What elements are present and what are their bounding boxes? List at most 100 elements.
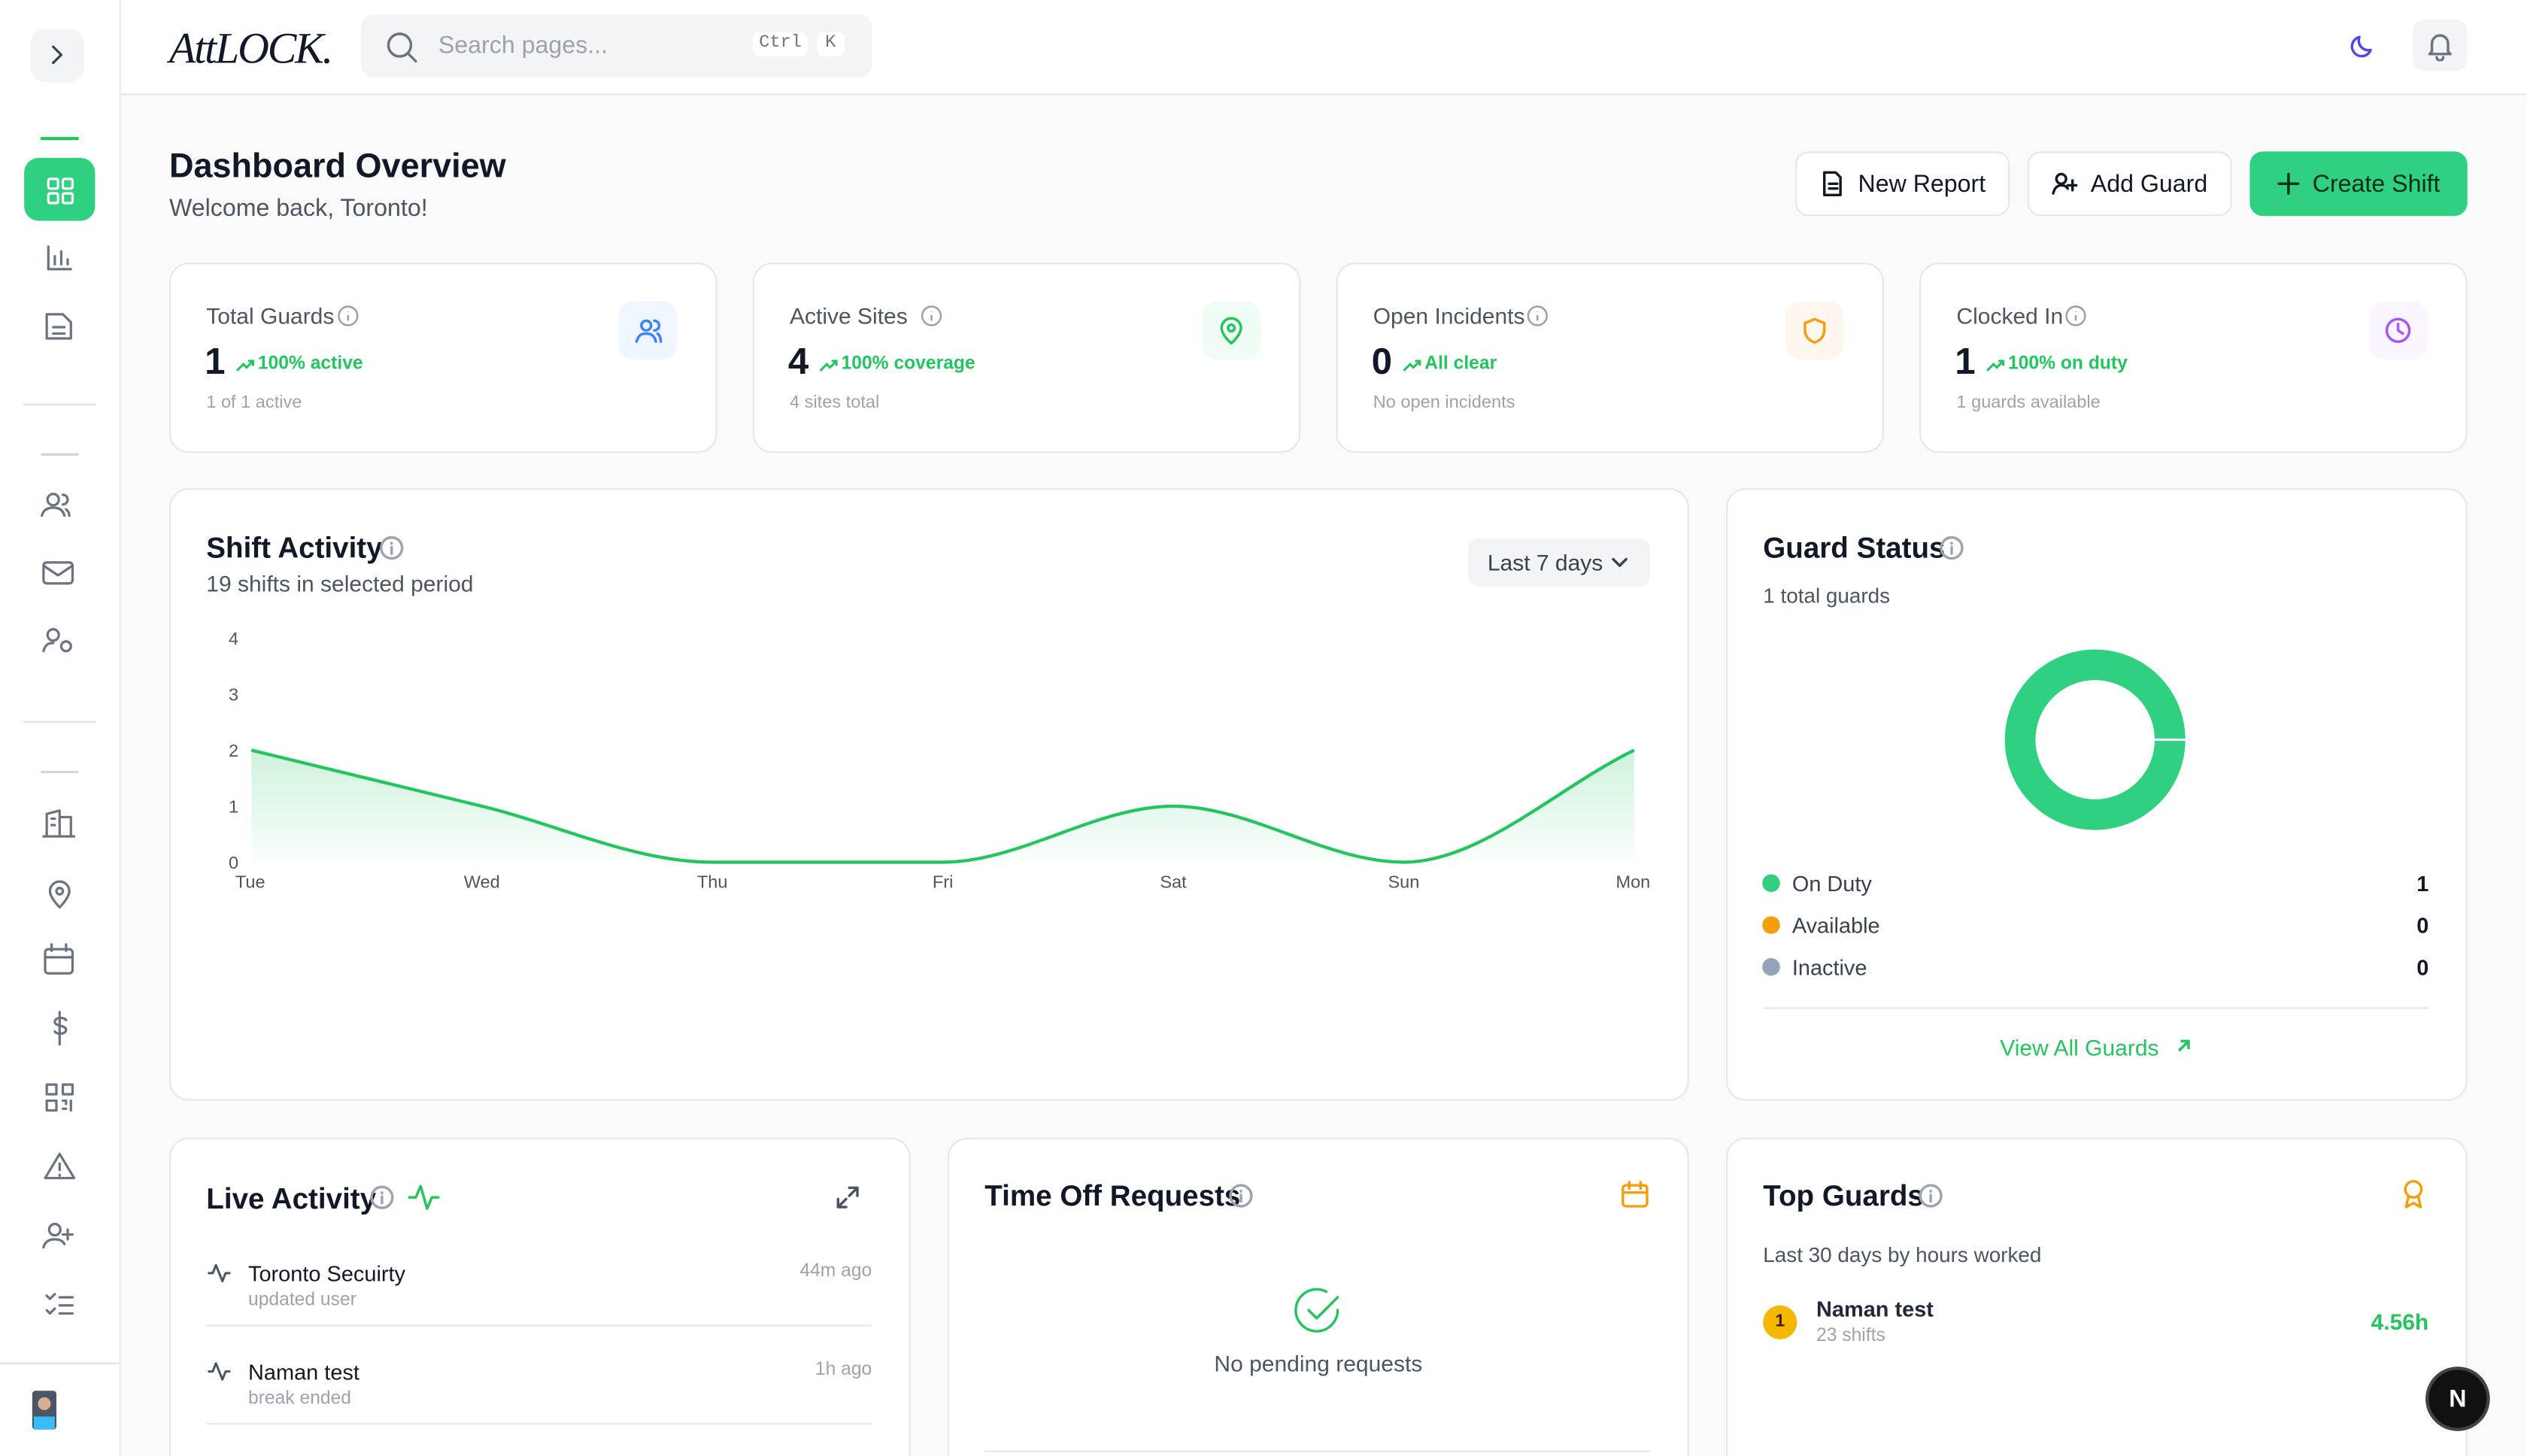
nav-locations[interactable] bbox=[48, 880, 71, 909]
notifications-button[interactable] bbox=[2412, 19, 2468, 71]
legend-value: 0 bbox=[2416, 956, 2428, 980]
guard-status-card bbox=[1726, 488, 2468, 1101]
y-tick-label: 4 bbox=[229, 629, 238, 648]
view-all-guards-link[interactable]: View All Guards bbox=[2000, 1036, 2194, 1059]
card-title: Live Activity bbox=[206, 1182, 377, 1215]
brand-logo[interactable]: AttLOCK. bbox=[169, 24, 333, 73]
sidebar bbox=[0, 0, 121, 1456]
user-avatar[interactable] bbox=[32, 1391, 56, 1430]
legend-label: On Duty bbox=[1792, 872, 1873, 896]
stat-label: Total Guards bbox=[206, 302, 335, 329]
sidebar-icons bbox=[0, 29, 120, 1430]
nav-dashboard[interactable] bbox=[24, 158, 96, 221]
new-report-button[interactable]: New Report bbox=[1795, 151, 2010, 217]
expand-button[interactable] bbox=[30, 29, 84, 83]
trend-icon bbox=[819, 359, 838, 372]
divider bbox=[1763, 1007, 2429, 1009]
activity-action: updated user bbox=[248, 1291, 356, 1311]
activity-name: Naman test bbox=[248, 1360, 359, 1385]
legend-dot bbox=[1762, 916, 1780, 934]
bell-icon bbox=[2428, 34, 2452, 62]
stat-trend: 100% on duty bbox=[1986, 354, 2128, 375]
info-icon[interactable] bbox=[369, 1185, 395, 1210]
page-subtitle: Welcome back, Toronto! bbox=[169, 195, 428, 223]
x-tick-label: Wed bbox=[464, 872, 500, 892]
dev-badge[interactable]: N bbox=[2428, 1370, 2487, 1428]
activity-name: Toronto Secuirty bbox=[248, 1261, 406, 1286]
time-off-card bbox=[948, 1137, 1689, 1456]
x-tick-label: Thu bbox=[697, 872, 728, 892]
legend-value: 0 bbox=[2416, 915, 2428, 939]
theme-toggle[interactable] bbox=[2346, 31, 2379, 63]
divider bbox=[206, 1324, 872, 1327]
activity-icon bbox=[206, 1260, 232, 1293]
card-title: Time Off Requests bbox=[984, 1179, 1241, 1212]
expand-icon[interactable] bbox=[835, 1185, 860, 1210]
stat-label: Open Incidents bbox=[1373, 302, 1525, 329]
line bbox=[250, 748, 1635, 864]
nav-sites[interactable] bbox=[42, 809, 76, 838]
trend-icon bbox=[1403, 359, 1421, 372]
create-shift-button[interactable]: Create Shift bbox=[2249, 151, 2468, 217]
trend-text: 100% active bbox=[257, 354, 363, 375]
info-icon[interactable] bbox=[1228, 1183, 1254, 1209]
info-icon[interactable] bbox=[337, 305, 359, 334]
legend-dot bbox=[1762, 957, 1780, 976]
divider bbox=[984, 1450, 1651, 1452]
pulse-icon bbox=[408, 1185, 440, 1210]
nav-messages[interactable] bbox=[42, 561, 74, 585]
x-tick-label: Sun bbox=[1388, 872, 1419, 892]
nav-invite[interactable] bbox=[42, 1222, 74, 1249]
stat-icon bbox=[1202, 301, 1260, 359]
nav-qr[interactable] bbox=[45, 1083, 74, 1112]
stat-trend: 100% coverage bbox=[819, 355, 975, 375]
trend-text: 100% on duty bbox=[2008, 354, 2128, 375]
x-tick-label: Sat bbox=[1160, 872, 1187, 892]
divider bbox=[206, 1423, 872, 1425]
trend-text: All clear bbox=[1424, 354, 1497, 375]
y-tick-label: 1 bbox=[229, 797, 238, 817]
stat-value: 0 bbox=[1371, 340, 1392, 382]
nav-guards[interactable] bbox=[41, 493, 71, 517]
stat-note: No open incidents bbox=[1373, 393, 1515, 413]
search-placeholder: Search pages... bbox=[438, 32, 608, 60]
info-icon[interactable] bbox=[1918, 1183, 1943, 1209]
range-label: Last 7 days bbox=[1487, 549, 1603, 575]
x-tick-label: Mon bbox=[1615, 872, 1650, 892]
nav-analytics[interactable] bbox=[47, 245, 72, 271]
card-subtitle: 1 total guards bbox=[1763, 583, 1891, 608]
nav-payroll[interactable] bbox=[53, 1011, 68, 1046]
nav-incidents[interactable] bbox=[44, 1152, 76, 1180]
stat-card bbox=[1336, 262, 1884, 453]
card-title: Guard Status bbox=[1763, 532, 1946, 564]
info-icon[interactable] bbox=[921, 305, 943, 334]
shortcut-key: K bbox=[817, 32, 845, 56]
nav-users[interactable] bbox=[42, 628, 72, 653]
stat-icon bbox=[618, 301, 677, 359]
activity-action: break ended bbox=[248, 1389, 352, 1409]
stat-card bbox=[169, 262, 717, 453]
nav-schedule[interactable] bbox=[44, 943, 74, 975]
x-tick-label: Tue bbox=[235, 872, 265, 892]
add-guard-button[interactable]: Add Guard bbox=[2027, 151, 2232, 217]
info-icon[interactable] bbox=[2064, 305, 2087, 334]
stat-trend: 100% active bbox=[235, 354, 363, 375]
stat-note: 1 of 1 active bbox=[206, 393, 302, 413]
stat-note: 4 sites total bbox=[790, 393, 880, 413]
calendar-icon[interactable] bbox=[1620, 1180, 1651, 1211]
range-select[interactable] bbox=[1468, 538, 1651, 587]
info-icon[interactable] bbox=[379, 535, 405, 560]
stat-value: 4 bbox=[787, 340, 809, 382]
info-icon[interactable] bbox=[1526, 305, 1549, 334]
stat-icon bbox=[1785, 301, 1844, 359]
activity-time: 44m ago bbox=[799, 1261, 872, 1282]
card-subtitle: 19 shifts in selected period bbox=[206, 570, 474, 596]
y-tick-label: 2 bbox=[229, 741, 238, 760]
activity-icon bbox=[206, 1358, 232, 1391]
area bbox=[251, 750, 1634, 863]
info-icon[interactable] bbox=[1939, 535, 1964, 560]
nav-reports[interactable] bbox=[45, 313, 72, 340]
nav-tasks[interactable] bbox=[45, 1293, 74, 1315]
